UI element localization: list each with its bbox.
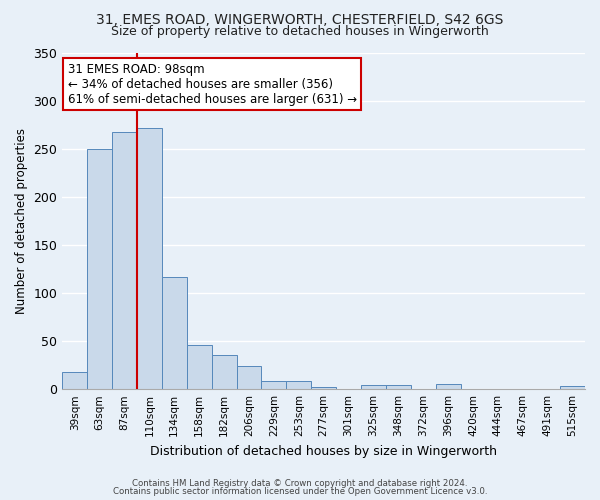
Bar — [286, 380, 311, 389]
Text: Contains HM Land Registry data © Crown copyright and database right 2024.: Contains HM Land Registry data © Crown c… — [132, 478, 468, 488]
Bar — [62, 372, 87, 389]
Bar — [361, 386, 386, 389]
Bar — [137, 128, 162, 389]
X-axis label: Distribution of detached houses by size in Wingerworth: Distribution of detached houses by size … — [150, 444, 497, 458]
Text: Contains public sector information licensed under the Open Government Licence v3: Contains public sector information licen… — [113, 487, 487, 496]
Y-axis label: Number of detached properties: Number of detached properties — [15, 128, 28, 314]
Bar — [386, 386, 411, 389]
Bar — [236, 366, 262, 389]
Bar — [212, 354, 236, 389]
Bar — [87, 148, 112, 389]
Text: Size of property relative to detached houses in Wingerworth: Size of property relative to detached ho… — [111, 25, 489, 38]
Text: 31 EMES ROAD: 98sqm
← 34% of detached houses are smaller (356)
61% of semi-detac: 31 EMES ROAD: 98sqm ← 34% of detached ho… — [68, 62, 356, 106]
Bar — [162, 276, 187, 389]
Bar — [560, 386, 585, 389]
Bar — [262, 380, 286, 389]
Text: 31, EMES ROAD, WINGERWORTH, CHESTERFIELD, S42 6GS: 31, EMES ROAD, WINGERWORTH, CHESTERFIELD… — [97, 12, 503, 26]
Bar — [436, 384, 461, 389]
Bar — [187, 345, 212, 389]
Bar — [311, 388, 336, 389]
Bar — [112, 132, 137, 389]
